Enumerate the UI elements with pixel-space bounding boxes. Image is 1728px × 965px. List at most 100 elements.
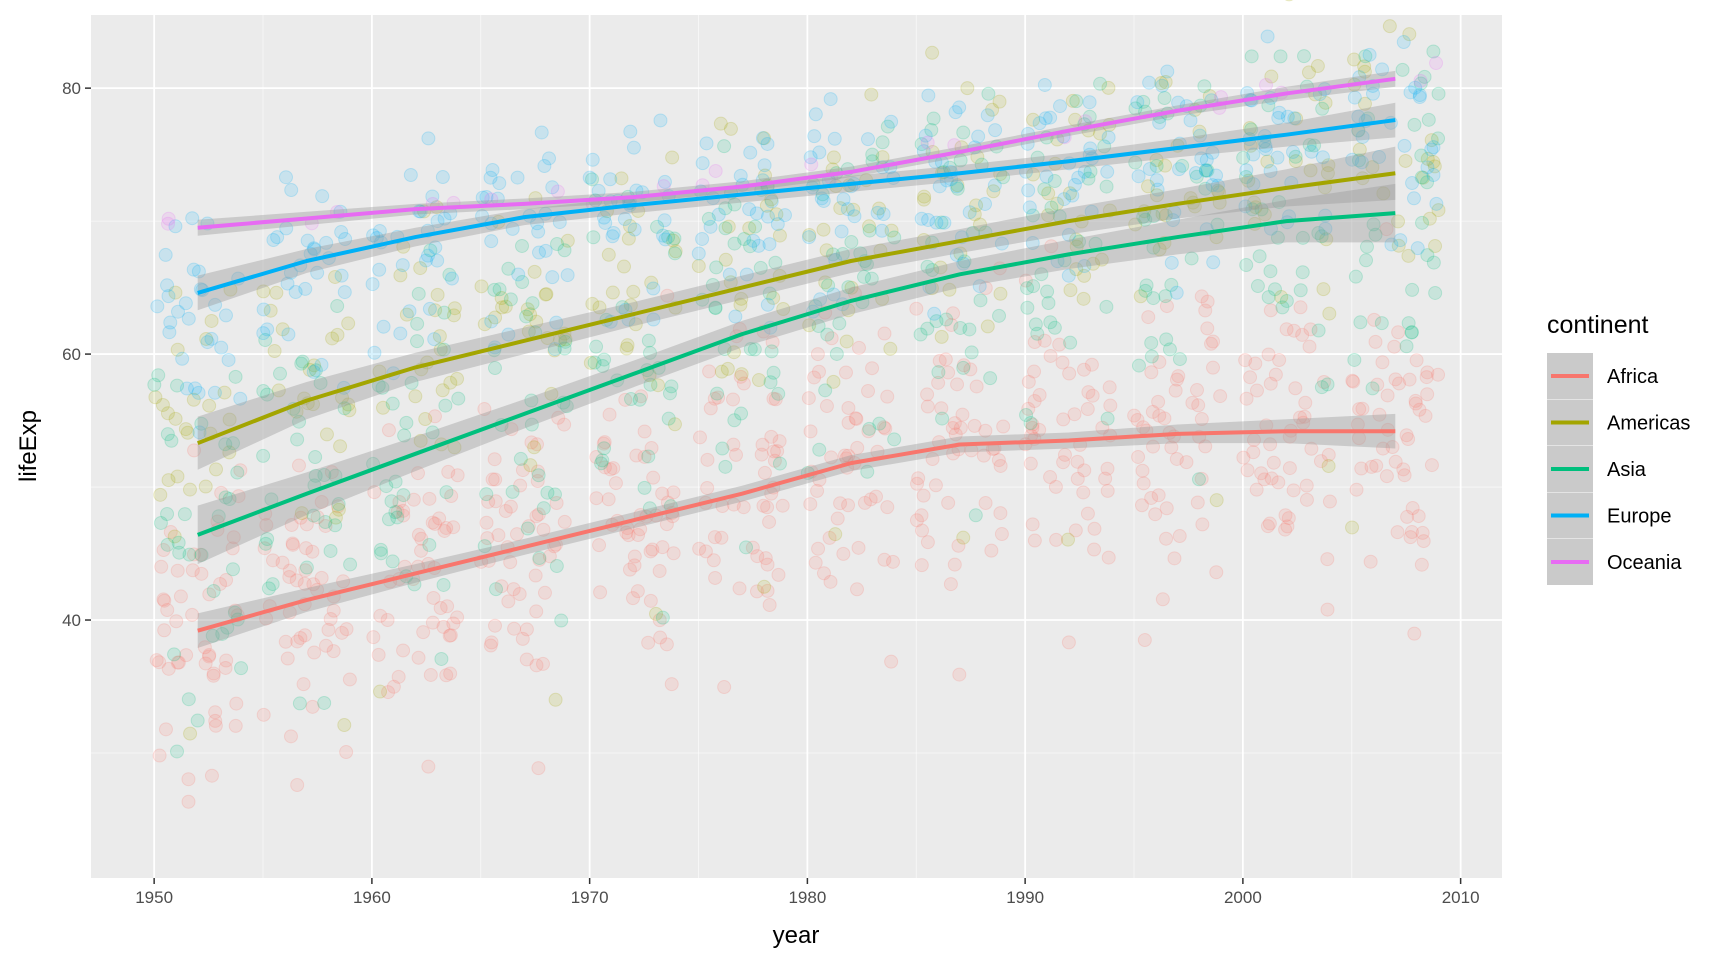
data-point <box>489 582 504 597</box>
data-point <box>692 541 707 556</box>
data-point <box>548 692 563 707</box>
data-point <box>875 135 890 150</box>
data-point <box>1061 268 1076 283</box>
data-point <box>524 393 539 408</box>
data-point <box>450 468 465 483</box>
data-point <box>160 537 175 552</box>
data-point <box>314 570 329 585</box>
data-point <box>1320 166 1335 181</box>
data-point <box>152 748 167 763</box>
data-point <box>1140 179 1155 194</box>
data-point <box>695 231 710 246</box>
data-point <box>1159 501 1174 516</box>
data-point <box>1431 131 1446 146</box>
data-point <box>1242 121 1257 136</box>
data-point <box>1281 511 1296 526</box>
data-point <box>1044 239 1059 254</box>
data-point <box>181 772 196 787</box>
data-point <box>1285 144 1300 159</box>
data-point <box>374 546 389 561</box>
data-point <box>334 225 349 240</box>
data-point <box>1205 178 1220 193</box>
data-point <box>214 485 229 500</box>
data-point <box>983 371 998 386</box>
data-point <box>807 129 822 144</box>
data-point <box>1100 483 1115 498</box>
data-point <box>816 566 831 581</box>
data-point <box>263 303 278 318</box>
data-point <box>1413 73 1428 88</box>
data-point <box>1424 458 1439 473</box>
data-point <box>202 648 217 663</box>
data-point <box>643 377 658 392</box>
data-point <box>1408 396 1423 411</box>
data-point <box>161 661 176 676</box>
smooth-line-europe <box>197 118 1396 295</box>
data-point <box>488 494 503 509</box>
data-point <box>1420 160 1435 175</box>
data-point <box>1165 213 1180 228</box>
data-point <box>1158 158 1173 173</box>
data-point <box>643 593 658 608</box>
data-point <box>1101 80 1116 95</box>
data-point <box>862 223 877 238</box>
data-point <box>844 235 859 250</box>
data-point <box>1136 476 1151 491</box>
data-point <box>1019 407 1034 422</box>
data-point <box>953 153 968 168</box>
data-point <box>991 453 1006 468</box>
data-point <box>170 378 185 393</box>
data-point <box>1149 173 1164 188</box>
data-point <box>926 111 941 126</box>
data-point <box>151 368 166 383</box>
data-point <box>1280 109 1295 124</box>
data-point <box>823 574 838 589</box>
data-point <box>319 427 334 442</box>
data-point <box>1241 173 1256 188</box>
data-point <box>545 180 560 195</box>
data-point <box>728 309 743 324</box>
data-point <box>646 312 661 327</box>
data-point <box>606 461 621 476</box>
data-point <box>1410 241 1425 256</box>
data-point <box>419 253 434 268</box>
data-point <box>161 473 176 488</box>
data-point <box>593 585 608 600</box>
data-point <box>231 489 246 504</box>
data-point <box>820 327 835 342</box>
data-point <box>540 485 555 500</box>
data-point <box>1414 148 1429 163</box>
data-point <box>1267 282 1282 297</box>
data-point <box>225 541 240 556</box>
data-point <box>812 145 827 160</box>
data-point <box>291 458 306 473</box>
data-point <box>1302 137 1317 152</box>
data-point <box>450 371 465 386</box>
data-point <box>388 505 403 520</box>
data-point <box>475 209 490 224</box>
data-point <box>1307 138 1322 153</box>
data-point <box>399 307 414 322</box>
data-point <box>1347 52 1362 67</box>
data-point <box>956 256 971 271</box>
data-point <box>1155 592 1170 607</box>
data-point <box>1151 394 1166 409</box>
data-point <box>1314 229 1329 244</box>
data-point <box>976 448 991 463</box>
data-point <box>734 291 749 306</box>
data-point <box>339 622 354 637</box>
data-point <box>179 648 194 663</box>
data-point <box>1379 222 1394 237</box>
data-point <box>280 651 295 666</box>
data-point <box>601 247 616 262</box>
data-point <box>416 625 431 640</box>
data-point <box>191 385 206 400</box>
y-tick-label: 80 <box>62 79 81 98</box>
data-point <box>739 267 754 282</box>
data-point <box>266 233 281 248</box>
data-point <box>1273 49 1288 64</box>
data-point <box>538 287 553 302</box>
data-point <box>717 680 732 695</box>
data-point <box>709 260 724 275</box>
data-point <box>208 713 223 728</box>
